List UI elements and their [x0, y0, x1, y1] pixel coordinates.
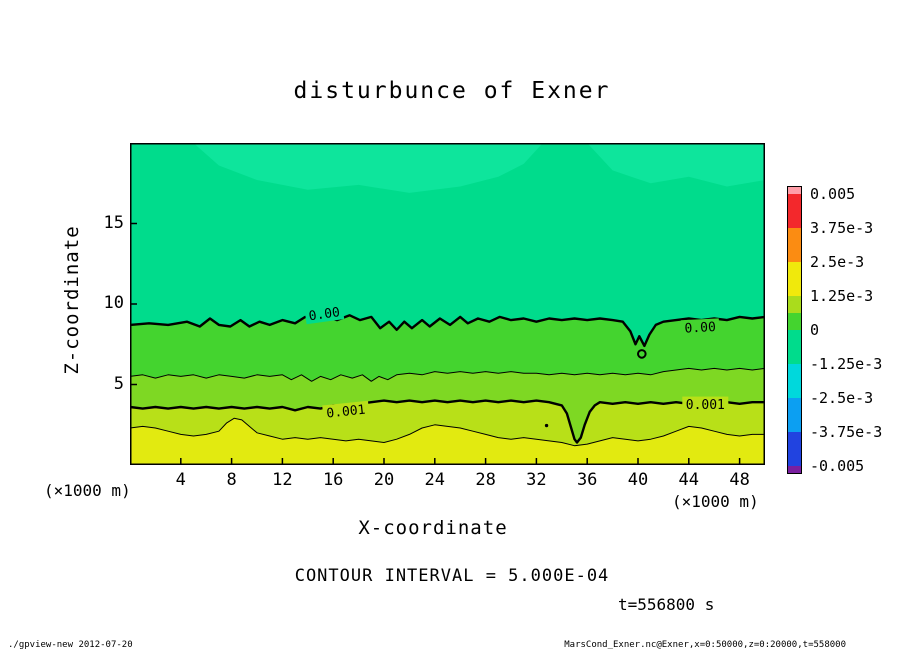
y-tick-label: 15: [103, 212, 124, 233]
contour-loop: [637, 349, 647, 359]
contour-label-text: 0.001: [326, 403, 366, 422]
colorbar-label: 3.75e-3: [810, 219, 874, 237]
x-tick-label: 36: [576, 470, 598, 490]
contour-label-text: 0.00: [684, 320, 716, 337]
x-tick-label: 24: [424, 470, 446, 490]
x-tick-label: 40: [627, 470, 649, 490]
contour-label-bg: [680, 318, 720, 337]
plot-frame: [130, 143, 765, 465]
time-text: t=556800 s: [618, 595, 715, 614]
contour-label-bg: [682, 396, 729, 413]
colorbar-label: -2.5e-3: [810, 389, 874, 407]
x-tick-label: 16: [322, 470, 344, 490]
x-tick-label: 12: [272, 470, 293, 490]
x-tick-label: 44: [678, 470, 700, 490]
y-axis-unit: (×1000 m): [44, 481, 131, 500]
contour-label: 0.001: [322, 400, 370, 422]
contour-label: 0.00: [304, 303, 345, 325]
fill-patch: [193, 143, 543, 193]
colorbar-label: -0.005: [810, 457, 865, 475]
colorbar-label: -3.75e-3: [810, 423, 883, 441]
colorbar-segment: [788, 330, 801, 364]
contour-line: [129, 367, 766, 382]
footer-left: ./gpview-new 2012-07-20: [8, 640, 133, 650]
colorbar-segment: [788, 296, 801, 313]
colorbar-label: -1.25e-3: [810, 355, 883, 373]
colorbar-segment: [788, 194, 801, 228]
x-tick-label: 4: [175, 470, 186, 490]
plot-svg: 0.00 0.00 0.001 0.001: [129, 143, 766, 465]
contour-interval-text: CONTOUR INTERVAL = 5.000E-04: [294, 566, 610, 586]
y-axis-label: Z-coordinate: [61, 225, 83, 375]
chart-title: disturbunce of Exner: [293, 78, 611, 104]
y-tick-label: 10: [103, 293, 124, 313]
x-axis-unit: (×1000 m): [672, 492, 759, 511]
fill-band: [130, 418, 765, 465]
plot-area: 0.00 0.00 0.001 0.001: [129, 143, 766, 465]
colorbar-label: 2.5e-3: [810, 253, 865, 271]
x-tick-label: 28: [475, 470, 496, 490]
x-tick-label: 48: [729, 470, 750, 490]
colorbar-segment: [788, 432, 801, 466]
contour-label-text: 0.001: [686, 398, 725, 413]
x-tick-label: 20: [373, 470, 395, 490]
colorbar-segment: [788, 187, 801, 194]
x-tick-label: 8: [226, 470, 237, 490]
colorbar-segment: [788, 228, 801, 262]
contour-line: [129, 417, 765, 447]
colorbar-label: 1.25e-3: [810, 287, 874, 305]
colorbar: [787, 186, 802, 474]
contour-label-bg: [304, 303, 345, 325]
y-tick-label: 5: [113, 373, 124, 394]
x-tick-label: 32: [526, 470, 547, 490]
colorbar-segment: [788, 313, 801, 330]
footer-right: MarsCond_Exner.nc@Exner,x=0:50000,z=0:20…: [564, 640, 846, 650]
contour-label: 0.00: [680, 318, 720, 337]
contour-label: 0.001: [682, 396, 729, 413]
contour-label-text: 0.00: [308, 305, 341, 324]
contour-line: [129, 314, 766, 348]
contour-line: [129, 399, 765, 444]
x-axis-label: X-coordinate: [358, 517, 508, 539]
colorbar-segment: [788, 398, 801, 432]
colorbar-segment: [788, 466, 801, 473]
colorbar-segment: [788, 364, 801, 398]
colorbar-label: 0: [810, 321, 820, 339]
fill-patch: [587, 143, 765, 187]
colorbar-segment: [788, 262, 801, 296]
colorbar-label: 0.005: [810, 185, 856, 203]
contour-dot: [544, 423, 549, 428]
contour-label-bg: [322, 400, 370, 422]
